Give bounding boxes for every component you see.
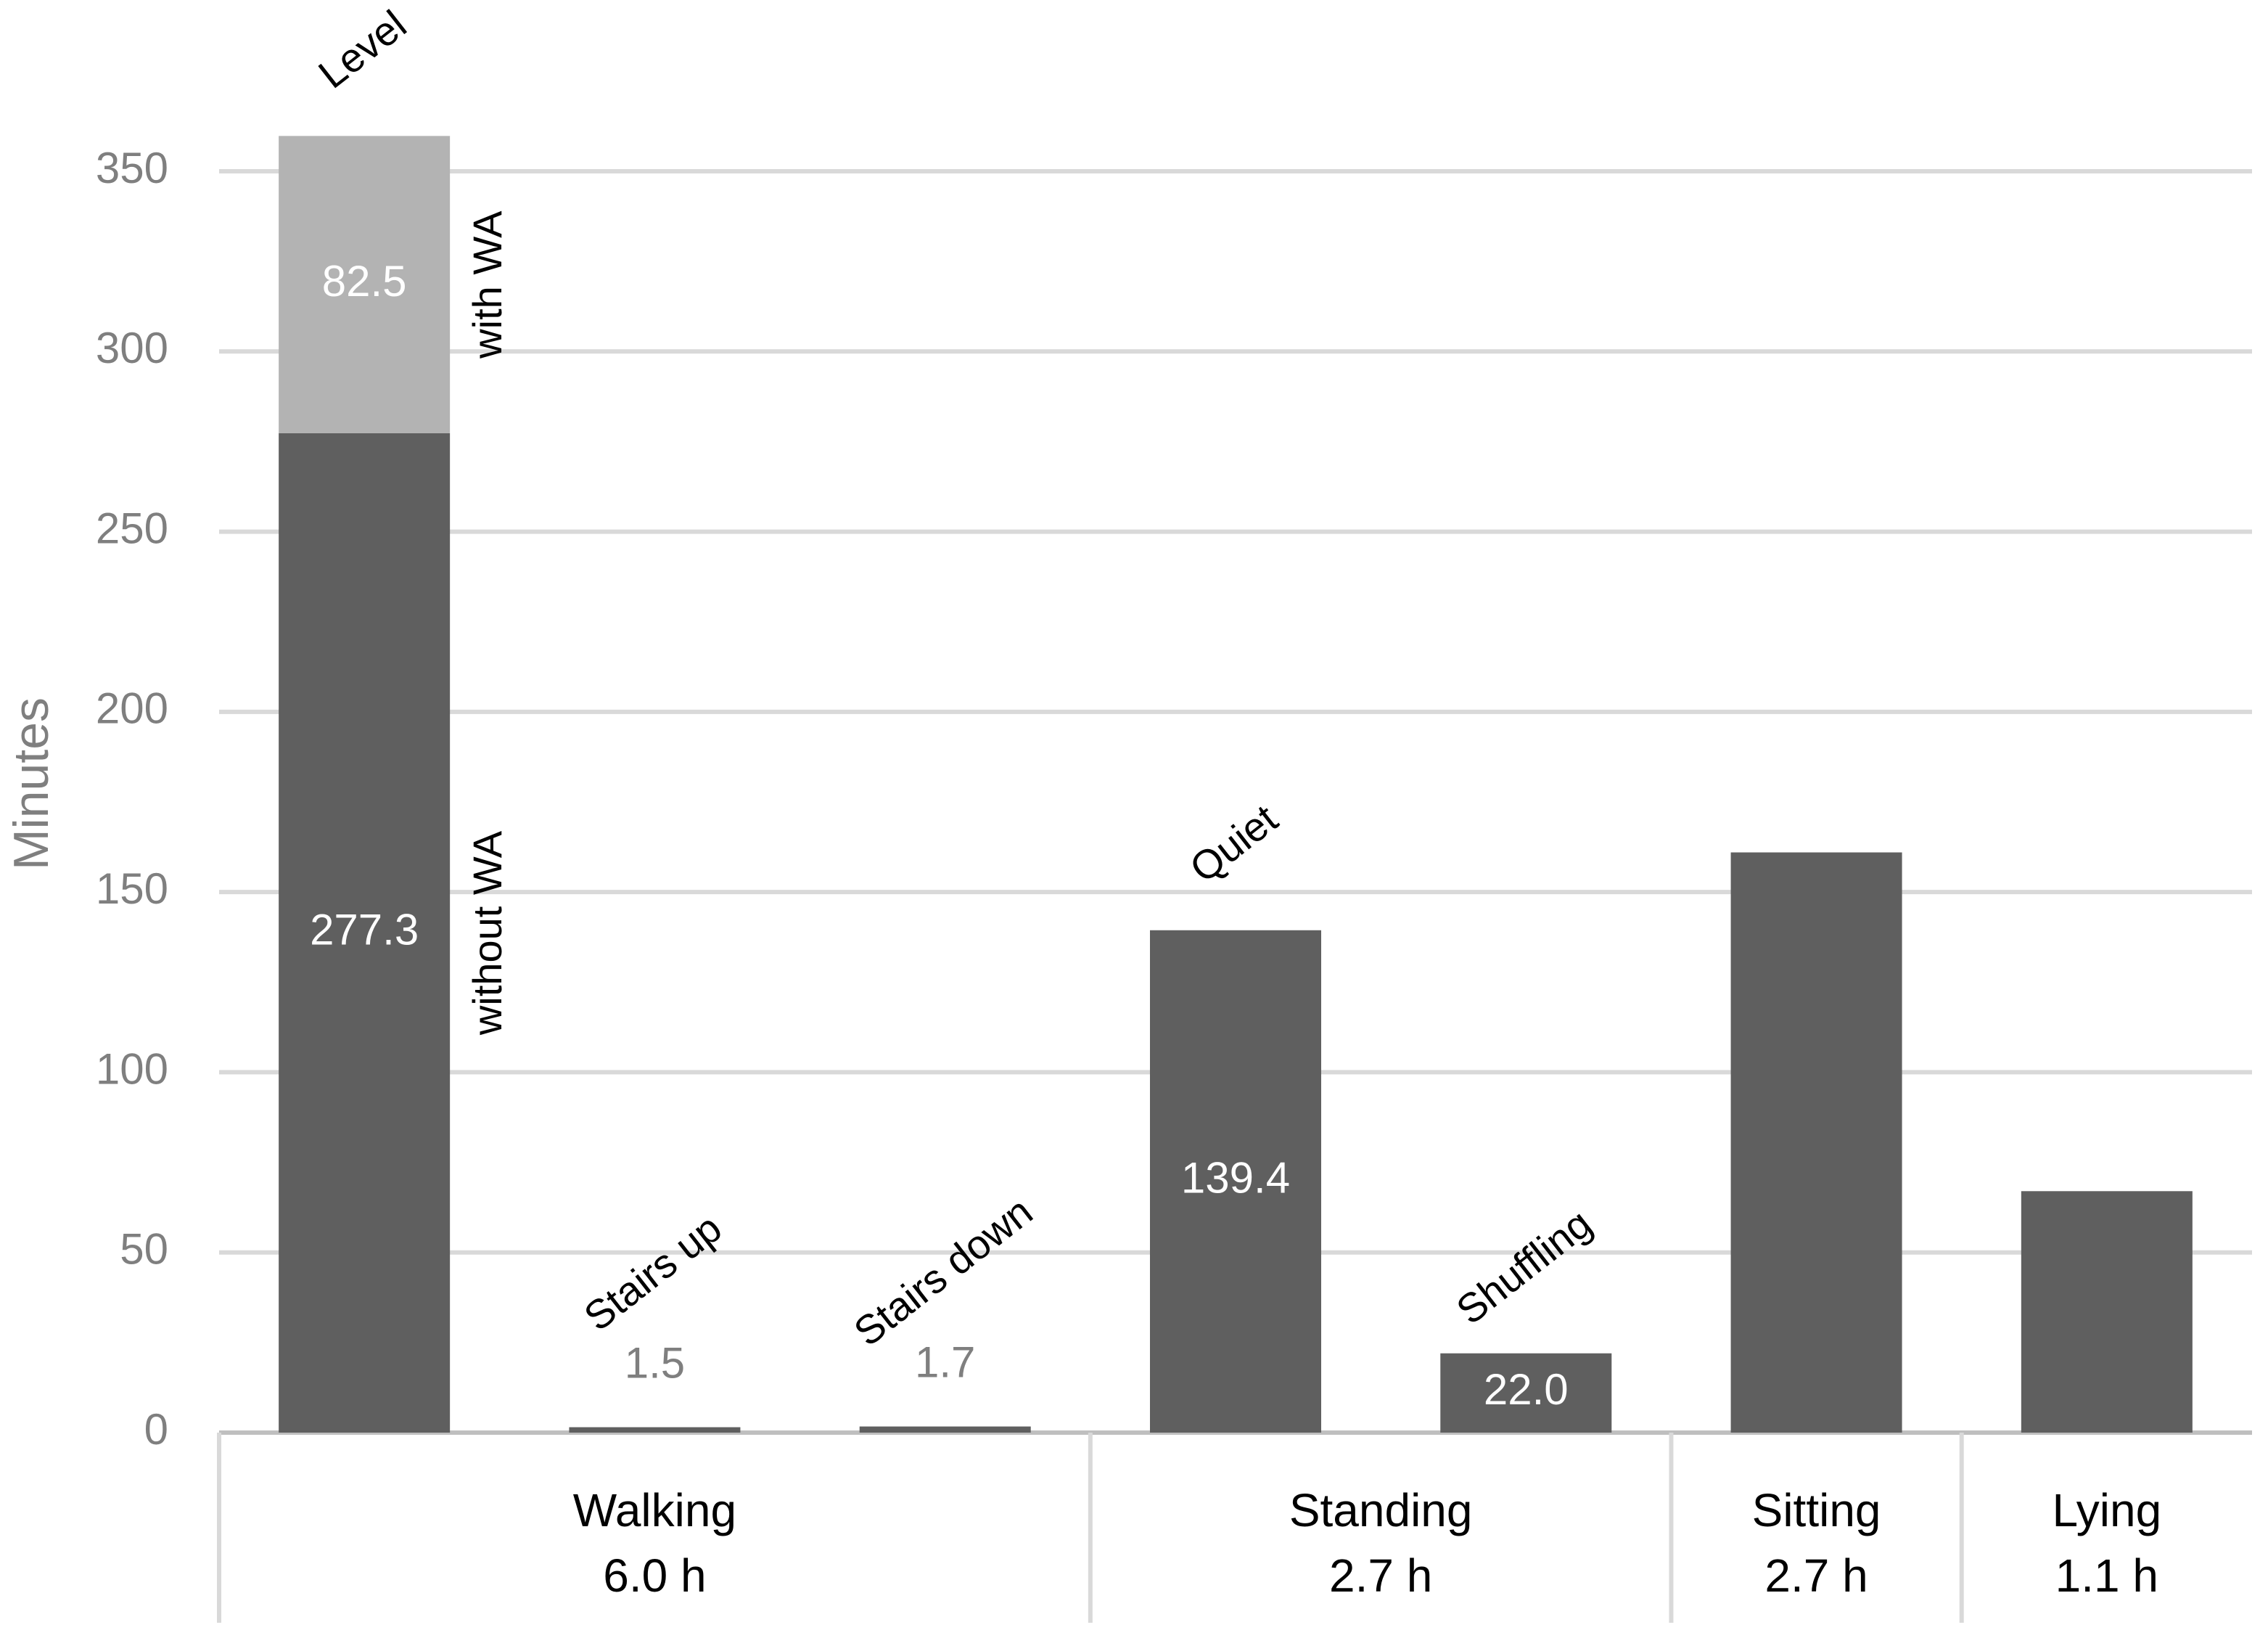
- group-duration: 1.1 h: [2055, 1549, 2158, 1602]
- value-label: 1.7: [915, 1338, 975, 1386]
- value-label: 82.5: [322, 257, 407, 306]
- group-duration: 2.7 h: [1329, 1549, 1432, 1602]
- bar-segment: [279, 433, 451, 1433]
- bar-segment: [569, 1427, 741, 1433]
- bar-segment: [1440, 1353, 1612, 1433]
- group-label: Sitting: [1752, 1484, 1881, 1536]
- y-tick-label: 50: [120, 1225, 168, 1274]
- category-label: Quiet: [1181, 795, 1286, 891]
- y-tick-label: 250: [96, 504, 168, 552]
- category-label: Stairs up: [575, 1205, 730, 1340]
- group-duration: 6.0 h: [603, 1549, 706, 1602]
- bar-segment: [859, 1426, 1031, 1433]
- group-duration: 2.7 h: [1764, 1549, 1868, 1602]
- group-label: Standing: [1289, 1484, 1473, 1536]
- value-label: 277.3: [310, 905, 419, 954]
- y-tick-label: 300: [96, 324, 168, 372]
- y-tick-label: 350: [96, 144, 168, 192]
- y-axis-label: Minutes: [4, 697, 59, 870]
- y-tick-label: 100: [96, 1044, 168, 1093]
- value-label: 1.5: [625, 1338, 685, 1387]
- series-label: with WA: [464, 210, 510, 359]
- category-label: Level: [310, 1, 414, 97]
- category-label: Stairs down: [845, 1188, 1040, 1355]
- value-label: 22.0: [1484, 1365, 1569, 1414]
- bar-segment: [1730, 852, 1902, 1433]
- series-label: without WA: [464, 830, 510, 1036]
- bar-segment: [2021, 1191, 2193, 1433]
- bar-segment: [1150, 930, 1321, 1433]
- y-tick-label: 200: [96, 684, 168, 733]
- group-label: Walking: [573, 1484, 736, 1536]
- value-label: 139.4: [1181, 1154, 1290, 1203]
- category-label: Shuffling: [1448, 1200, 1601, 1332]
- y-tick-label: 150: [96, 864, 168, 913]
- group-label: Lying: [2053, 1484, 2162, 1536]
- y-tick-label: 0: [144, 1405, 168, 1454]
- bar-segment: [279, 136, 451, 434]
